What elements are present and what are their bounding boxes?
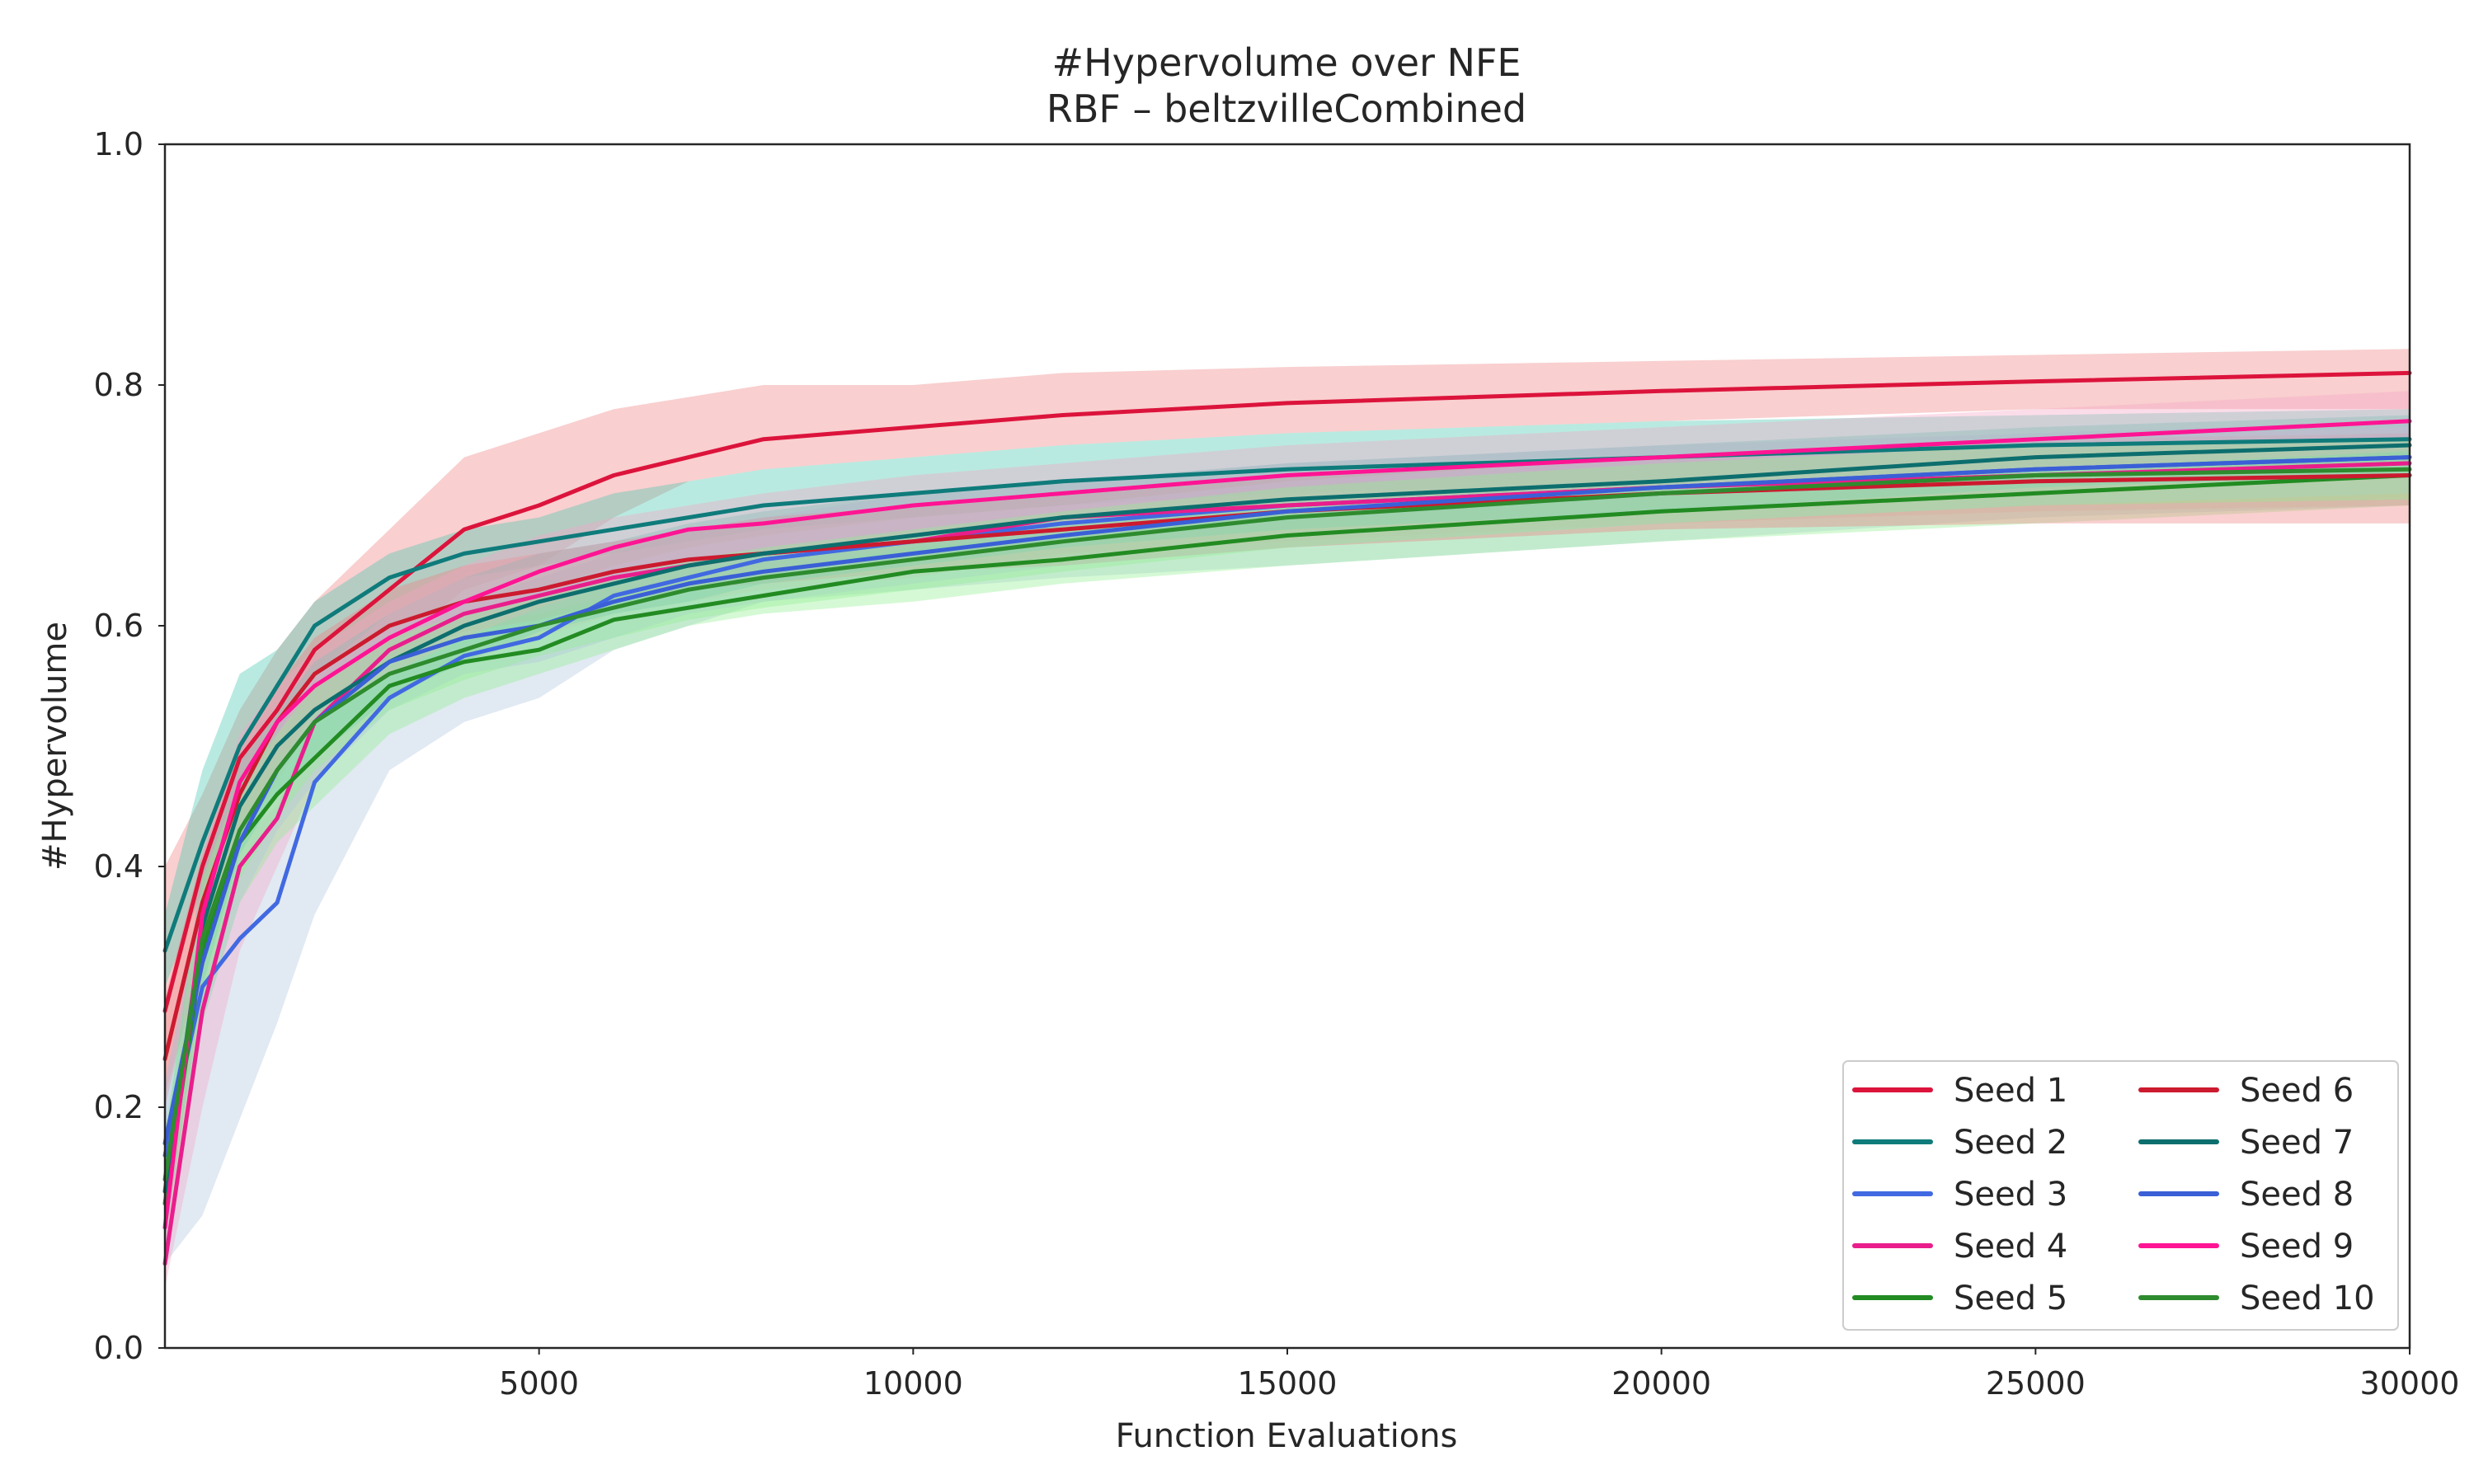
series-line-seed-5: [162, 473, 2412, 1206]
legend-label-seed-10: Seed 10: [2240, 1280, 2375, 1317]
series-line-seed-2: [162, 437, 2412, 953]
legend-label-seed-8: Seed 8: [2240, 1176, 2354, 1214]
x-tick-label: 5000: [499, 1365, 579, 1402]
y-tick-label: 0.2: [94, 1089, 143, 1125]
x-tick-label: 25000: [1986, 1365, 2086, 1402]
y-tick-label: 0.0: [94, 1330, 143, 1366]
y-axis-label: #Hypervolume: [36, 622, 74, 871]
legend-label-seed-2: Seed 2: [1954, 1124, 2067, 1162]
series-band-seed-6: [165, 433, 2410, 1107]
legend-label-seed-6: Seed 6: [2240, 1072, 2354, 1110]
y-tick-label: 1.0: [94, 126, 143, 162]
x-tick-label: 30000: [2360, 1365, 2460, 1402]
series-line-seed-8: [162, 455, 2412, 1146]
y-tick-label: 0.8: [94, 367, 143, 403]
x-axis-label: Function Evaluations: [1116, 1417, 1458, 1455]
x-tick-label: 10000: [863, 1365, 963, 1402]
series-lines: [162, 370, 2412, 1266]
series-line-seed-1: [162, 370, 2412, 1013]
legend-label-seed-4: Seed 4: [1954, 1228, 2067, 1266]
legend: Seed 1 Seed 2 Seed 3 Seed 4 Seed 5 Seed 6 Seed…: [1842, 1060, 2399, 1331]
x-tick-label: 15000: [1238, 1365, 1338, 1402]
y-tick-label: 0.6: [94, 608, 143, 644]
confidence-bands: [165, 349, 2410, 1288]
series-line-seed-10: [162, 467, 2412, 1182]
x-axis-ticks: 5000 10000 15000 20000 25000 30000: [499, 1348, 2459, 1402]
legend-label-seed-7: Seed 7: [2240, 1124, 2354, 1162]
series-line-seed-9: [162, 419, 2412, 1230]
series-line-seed-4: [162, 461, 2412, 1266]
legend-box: [1842, 1060, 2399, 1331]
legend-label-seed-1: Seed 1: [1954, 1072, 2067, 1110]
legend-label-seed-9: Seed 9: [2240, 1228, 2354, 1266]
chart-subtitle: RBF – beltzvilleCombined: [1047, 87, 1526, 131]
y-tick-label: 0.4: [94, 848, 143, 885]
y-axis-ticks: 0.0 0.2 0.4 0.6 0.8 1.0: [94, 126, 165, 1366]
series-band-seed-3: [165, 420, 2410, 1264]
x-tick-label: 20000: [1611, 1365, 1711, 1402]
legend-label-seed-3: Seed 3: [1954, 1176, 2067, 1214]
legend-label-seed-5: Seed 5: [1954, 1280, 2067, 1317]
series-line-seed-7: [162, 443, 2412, 1194]
chart-title: #Hypervolume over NFE: [1052, 40, 1522, 85]
